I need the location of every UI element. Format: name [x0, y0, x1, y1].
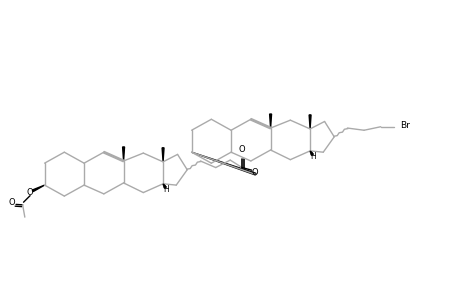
Text: H: H — [163, 184, 169, 194]
Text: O: O — [27, 188, 34, 197]
Polygon shape — [32, 185, 45, 192]
Text: O: O — [251, 168, 257, 177]
Polygon shape — [162, 148, 164, 162]
Polygon shape — [123, 147, 124, 161]
Text: O: O — [8, 198, 15, 207]
Polygon shape — [308, 115, 310, 129]
Text: H: H — [310, 152, 316, 160]
Text: Br: Br — [400, 121, 409, 130]
Polygon shape — [269, 114, 271, 128]
Text: O: O — [238, 145, 245, 154]
Polygon shape — [191, 152, 255, 175]
